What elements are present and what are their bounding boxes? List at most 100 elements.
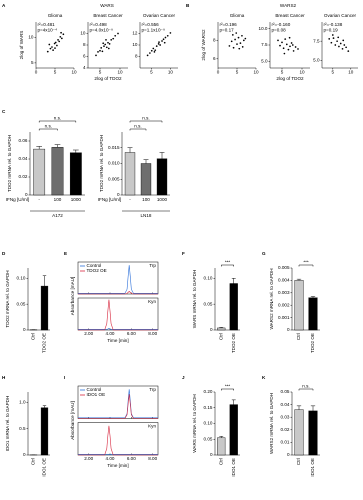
- chromatogram-line: [78, 265, 158, 294]
- annotation: p=4x10⁻⁴: [38, 28, 58, 33]
- point: [105, 38, 107, 41]
- point: [112, 37, 115, 40]
- point: [54, 47, 56, 49]
- point: [236, 43, 238, 45]
- error-bar: [42, 405, 47, 408]
- x-tick-label: Ctrl: [218, 458, 223, 465]
- point: [103, 45, 105, 48]
- chromatogram-line: [78, 291, 158, 295]
- point: [57, 39, 59, 41]
- point: [166, 34, 169, 37]
- x-tick-label: -: [38, 197, 40, 202]
- point: [59, 35, 62, 38]
- point: [101, 50, 104, 53]
- point: [282, 47, 285, 50]
- point: [157, 43, 160, 45]
- error-bar: [296, 278, 302, 281]
- panel-letter: B: [186, 3, 190, 8]
- y-tick-label: 0.10: [204, 276, 213, 281]
- point: [230, 40, 233, 43]
- point: [281, 41, 283, 44]
- significance-bracket: [298, 388, 314, 391]
- y-tick-label: 8: [213, 38, 216, 43]
- y-axis-label: TDO2 mRNA rel. to GAPDH: [7, 135, 12, 192]
- x-axis-label: 2log of TDO2: [276, 76, 304, 81]
- chromatogram-line: [78, 328, 158, 330]
- error-bar: [127, 147, 133, 153]
- x-tick-label: IDO1 OE: [231, 458, 236, 477]
- point: [149, 52, 151, 54]
- point: [244, 37, 247, 40]
- bar: [308, 410, 318, 456]
- point: [337, 36, 340, 39]
- y-tick-label: 0: [23, 327, 26, 332]
- point: [100, 47, 103, 49]
- bar: [51, 147, 64, 196]
- subplot-label: Trp: [149, 263, 156, 268]
- y-tick-label: 0.02: [281, 427, 290, 432]
- bar: [140, 163, 152, 196]
- point: [228, 45, 231, 47]
- y-tick-label: 0.20: [204, 389, 213, 394]
- point: [297, 48, 299, 50]
- point: [279, 44, 281, 47]
- point: [292, 50, 295, 52]
- annotation: r²=0.481: [38, 22, 56, 27]
- x-tick-label: 2.00: [84, 456, 93, 461]
- panel-letter: F: [182, 251, 185, 256]
- category-title: IFNg [U/ml]: [6, 197, 29, 202]
- point: [97, 51, 99, 53]
- point: [52, 49, 54, 51]
- point: [294, 46, 297, 48]
- group-title: WARS2: [280, 3, 297, 8]
- point: [159, 44, 161, 46]
- point: [234, 38, 236, 41]
- y-axis-label: WARS mRNA rel. to GAPDH: [192, 270, 197, 329]
- y-tick-label: 0.05: [17, 301, 26, 306]
- panel-letter: J: [182, 375, 185, 380]
- y-tick-label: 1.0: [19, 400, 26, 405]
- y-tick-label: 10: [28, 35, 34, 40]
- error-bar: [310, 296, 316, 298]
- point: [146, 54, 149, 57]
- error-bar: [42, 275, 47, 287]
- point: [343, 44, 346, 46]
- bar: [294, 280, 304, 331]
- point: [99, 49, 101, 52]
- x-tick-label: Ctrl: [31, 333, 36, 340]
- y-tick-label: 0.05: [281, 389, 290, 394]
- y-axis-label: Absorbance [mAU]: [70, 401, 75, 440]
- y-tick-label: 0.01: [281, 440, 290, 445]
- point: [237, 36, 240, 39]
- point: [287, 48, 290, 51]
- annotation: p=0.08: [272, 28, 287, 33]
- x-tick-label: 5: [281, 70, 284, 75]
- legend-label: TDO2 OE: [87, 268, 107, 273]
- point: [152, 47, 155, 50]
- point: [235, 32, 238, 34]
- y-axis-label: WARS mRNA rel. to GAPDH: [192, 394, 197, 453]
- annotation: p=1.1x10⁻⁹: [142, 28, 165, 33]
- y-tick-label: 0.05: [204, 301, 213, 306]
- y-tick-label: 8: [135, 54, 138, 59]
- point: [155, 45, 158, 48]
- x-tick-label: Ctrl: [31, 458, 36, 465]
- annotation: p=0.19: [324, 28, 339, 33]
- point: [107, 41, 109, 44]
- axis-line: [269, 22, 310, 69]
- y-tick-label: 10: [80, 31, 86, 36]
- point: [345, 46, 347, 49]
- significance-label: ***: [225, 260, 231, 265]
- error-bar: [159, 152, 165, 159]
- point: [158, 41, 160, 43]
- y-tick-label: 0.005: [108, 176, 120, 181]
- y-tick-label: 10: [132, 42, 138, 47]
- bar: [33, 148, 46, 196]
- panel-letter: K: [262, 375, 266, 380]
- chart-title: Ovarian Cancer: [143, 13, 176, 18]
- y-tick-label: 0.04: [281, 402, 290, 407]
- point: [284, 38, 287, 40]
- y-tick-label: 6: [83, 54, 86, 59]
- y-tick-label: 0: [287, 327, 290, 332]
